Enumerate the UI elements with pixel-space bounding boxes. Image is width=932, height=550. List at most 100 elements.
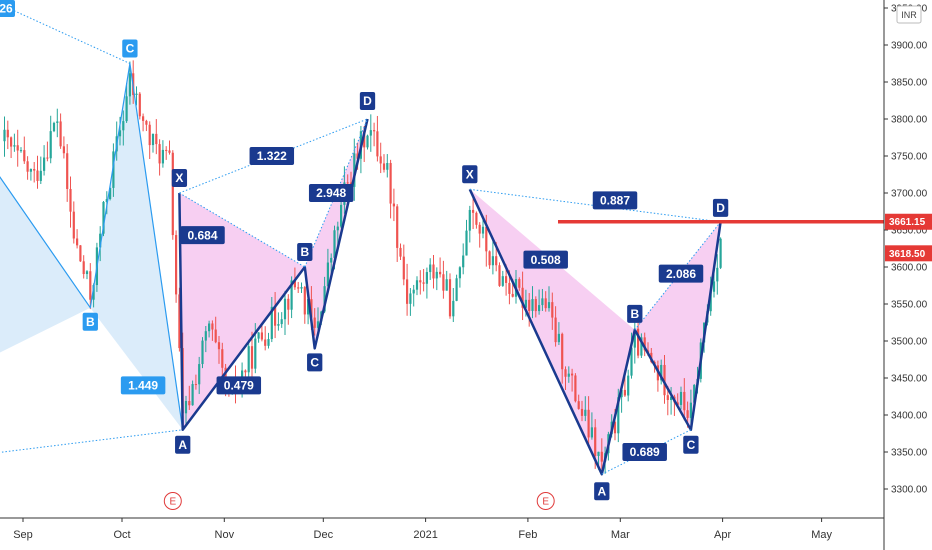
candle-body: [501, 276, 504, 286]
pattern-2-point-a-text: A: [178, 438, 187, 452]
candle-body: [340, 204, 343, 227]
price-tag-text: 3661.15: [889, 217, 926, 228]
pattern-1-fill: [90, 63, 183, 430]
candle-body: [208, 323, 211, 332]
candle-body: [155, 133, 158, 145]
candle-body: [145, 120, 148, 125]
candle-body: [99, 233, 102, 248]
candle-body: [481, 226, 485, 234]
pattern-1-dotted-top: [0, 3, 131, 64]
candle-body: [495, 256, 498, 266]
candle-body: [462, 255, 465, 268]
pattern-labels: B C 1.449 X A B C D 0.684 0.479 1.322 2.948 X A B C D 0.5…: [0, 0, 729, 510]
candle-body: [541, 298, 544, 306]
candle-body: [46, 157, 49, 159]
candle-body: [376, 131, 379, 157]
pattern-3-point-a: A: [594, 482, 610, 501]
candle-body: [109, 187, 112, 200]
pattern-1-ratio-0: 1.449: [120, 376, 166, 395]
pattern-3-ratio-2-bg: [622, 443, 667, 461]
candle-body: [633, 328, 636, 348]
candle-body: [118, 130, 122, 137]
candle-body: [26, 161, 29, 172]
candle-body: [283, 298, 287, 320]
candle-body: [274, 306, 277, 326]
candle-body: [716, 267, 719, 282]
event-marker-1[interactable]: [536, 492, 555, 510]
pattern-1-point-c-text: C: [126, 42, 135, 56]
pattern-2-ratio-1: 0.479: [216, 376, 262, 395]
candle-body: [712, 281, 716, 292]
candle-body: [425, 272, 428, 284]
pattern-2-point-x: X: [171, 169, 188, 187]
event-marker-0[interactable]: [163, 492, 182, 510]
pattern-3-ratio-0-text: 0.508: [531, 253, 561, 267]
pattern-3-point-x: X: [462, 165, 478, 184]
candle-body: [264, 339, 267, 346]
candle-body: [198, 364, 201, 385]
candle-body: [313, 317, 316, 328]
pattern-2-point-c: C: [307, 353, 323, 372]
pattern-3-point-a-bg: [594, 482, 610, 501]
candle-body: [564, 369, 567, 377]
candle-body: [310, 299, 313, 318]
candle-body: [686, 410, 689, 418]
currency-badge[interactable]: INR: [896, 5, 922, 24]
candle-body: [72, 211, 75, 239]
candle-body: [82, 261, 85, 275]
candle-body: [333, 230, 336, 258]
pattern-2-point-d-text: D: [363, 94, 372, 108]
event-marker-1-text: E: [542, 497, 549, 508]
candle-body: [369, 130, 372, 136]
pattern-2-fill-xab: [179, 193, 305, 430]
pattern-1-point-b: B: [82, 312, 98, 331]
candle-body: [600, 451, 603, 462]
pattern-3-point-a-text: A: [597, 484, 606, 498]
candle-body: [389, 162, 392, 204]
candle-body: [498, 265, 501, 286]
y-tick-label: 3550.00: [891, 300, 928, 311]
pattern-3-ratio-2: 0.689: [622, 443, 667, 461]
candle-body: [627, 375, 630, 396]
candle-body: [679, 391, 683, 405]
candle-body: [158, 144, 161, 164]
candle-body: [422, 282, 425, 284]
candle-body: [297, 287, 300, 289]
candle-body: [323, 286, 326, 312]
candle-body: [412, 289, 415, 294]
pattern-3-ratio-3-bg: [658, 264, 704, 283]
candle-body: [528, 299, 531, 311]
y-tick-label: 3600.00: [891, 263, 928, 274]
pattern-1-point-c: C: [122, 39, 138, 58]
candle-body: [382, 163, 386, 170]
candle-body: [211, 323, 214, 330]
candle-body: [257, 332, 260, 339]
x-tick-label: 2021: [413, 529, 437, 541]
candle-body: [188, 401, 191, 406]
candle-body: [663, 364, 666, 396]
candle-body: [36, 170, 39, 181]
pattern-2-point-d-bg: [359, 92, 376, 110]
pattern-3-ratio-3-text: 2.086: [666, 267, 696, 281]
candle-body: [521, 287, 524, 308]
pattern-2-ratio-3: 2.948: [308, 184, 354, 202]
pattern-3-point-c-bg: [683, 435, 699, 454]
candle-body: [39, 170, 42, 181]
pattern-2-point-b-text: B: [300, 245, 309, 259]
candle-body: [584, 409, 587, 416]
partial-ratio-text: 26: [0, 2, 13, 16]
pattern-2-ratio-0-bg: [180, 226, 225, 245]
candle-body: [194, 384, 197, 386]
candle-body: [445, 279, 448, 291]
pattern-3-fill-xab: [469, 189, 635, 475]
pattern-3-point-x-text: X: [466, 168, 474, 182]
candle-body: [3, 129, 6, 142]
currency-badge-text: INR: [901, 10, 917, 20]
candle-body: [356, 153, 359, 159]
x-tick-label: Dec: [314, 529, 334, 541]
pattern-3-point-b-text: B: [630, 307, 639, 321]
price-tag-0: 3661.15: [885, 213, 932, 230]
candle-body: [554, 317, 557, 343]
